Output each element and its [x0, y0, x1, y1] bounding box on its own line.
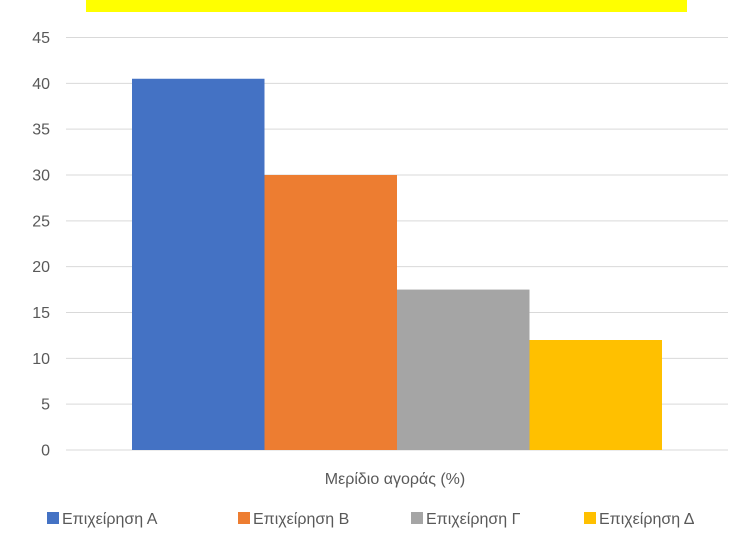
bar	[132, 78, 265, 450]
legend-label: Επιχείρηση Α	[62, 511, 158, 528]
y-tick-label: 35	[32, 122, 50, 139]
y-tick-label: 40	[32, 76, 50, 93]
y-tick-label: 25	[32, 213, 50, 230]
y-tick-label: 10	[32, 351, 50, 368]
bar	[529, 340, 662, 450]
legend-swatch	[584, 512, 596, 524]
y-tick-label: 45	[32, 30, 50, 47]
bar	[264, 175, 397, 450]
chart-title-highlight	[86, 0, 687, 12]
y-tick-label: 0	[41, 443, 50, 460]
legend-item: Επιχείρηση Γ	[411, 511, 521, 528]
legend-label: Επιχείρηση Δ	[599, 511, 695, 528]
y-tick-label: 20	[32, 259, 50, 276]
y-axis-ticks: 0 5 10 15 20 25 30 35 40 45	[32, 30, 50, 460]
legend-item: Επιχείρηση Β	[238, 511, 349, 528]
bars	[132, 78, 662, 450]
bar	[397, 289, 530, 450]
y-tick-label: 15	[32, 305, 50, 322]
y-tick-label: 5	[41, 397, 50, 414]
legend-item: Επιχείρηση Δ	[584, 511, 695, 528]
legend: Επιχείρηση Α Επιχείρηση Β Επιχείρηση Γ Επιχ…	[47, 511, 695, 528]
x-axis-label: Μερίδιο αγοράς (%)	[325, 471, 465, 488]
y-tick-label: 30	[32, 168, 50, 185]
legend-label: Επιχείρηση Β	[253, 511, 349, 528]
legend-swatch	[238, 512, 250, 524]
legend-swatch	[411, 512, 423, 524]
legend-label: Επιχείρηση Γ	[426, 511, 521, 528]
legend-item: Επιχείρηση Α	[47, 511, 158, 528]
legend-swatch	[47, 512, 59, 524]
